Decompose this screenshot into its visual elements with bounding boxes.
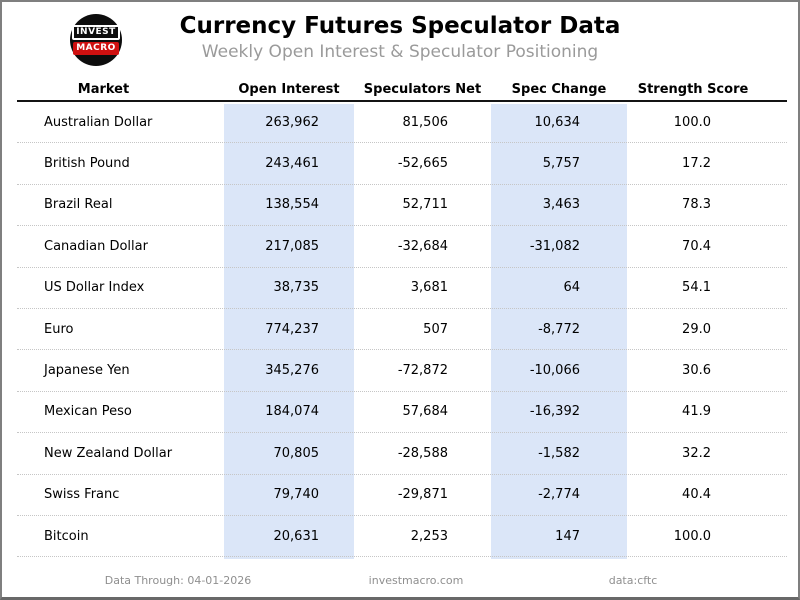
cell-spec-change: 147 — [555, 528, 580, 544]
table-row: Euro 774,237 507 -8,772 29.0 — [17, 309, 787, 351]
footer-website: investmacro.com — [368, 574, 464, 587]
logo-text-invest: INVEST — [72, 25, 120, 40]
column-header-strength-score: Strength Score — [637, 81, 749, 97]
cell-spec-change: -10,066 — [529, 363, 580, 379]
cell-market: Australian Dollar — [44, 114, 153, 130]
logo-text-macro: MACRO — [73, 42, 119, 55]
cell-spec-change: 64 — [563, 280, 580, 296]
cell-open-interest: 38,735 — [273, 280, 320, 296]
cell-strength-score: 100.0 — [673, 114, 711, 130]
footer: Data Through: 04-01-2026 investmacro.com… — [2, 568, 798, 594]
table-row: New Zealand Dollar 70,805 -28,588 -1,582 32.… — [17, 433, 787, 475]
cell-strength-score: 40.4 — [682, 487, 711, 503]
table-row: Australian Dollar 263,962 81,506 10,634 100.… — [17, 102, 787, 144]
cell-open-interest: 263,962 — [265, 114, 319, 130]
cell-market: New Zealand Dollar — [44, 445, 173, 461]
cell-speculators-net: 2,253 — [410, 528, 448, 544]
table-row: British Pound 243,461 -52,665 5,757 17.2 — [17, 143, 787, 185]
cell-market: US Dollar Index — [44, 280, 145, 296]
cell-open-interest: 70,805 — [273, 445, 320, 461]
cell-strength-score: 41.9 — [682, 404, 711, 420]
cell-strength-score: 54.1 — [682, 280, 711, 296]
cell-speculators-net: -29,871 — [397, 487, 448, 503]
cell-speculators-net: 57,684 — [402, 404, 449, 420]
table-header-row: Market Open Interest Speculators Net Spe… — [17, 78, 787, 102]
cell-spec-change: -2,774 — [538, 487, 580, 503]
cell-open-interest: 774,237 — [265, 321, 319, 337]
table-row: Bitcoin 20,631 2,253 147 100.0 — [17, 516, 787, 558]
column-header-market: Market — [77, 81, 130, 97]
data-table: Market Open Interest Speculators Net Spe… — [17, 78, 787, 559]
cell-spec-change: 5,757 — [542, 156, 580, 172]
cell-open-interest: 20,631 — [273, 528, 320, 544]
cell-spec-change: -31,082 — [529, 238, 580, 254]
cell-open-interest: 217,085 — [265, 238, 319, 254]
cell-strength-score: 29.0 — [682, 321, 711, 337]
cell-open-interest: 243,461 — [265, 156, 319, 172]
footer-data-source: data:cftc — [608, 574, 658, 587]
cell-open-interest: 138,554 — [265, 197, 319, 213]
page-subtitle: Weekly Open Interest & Speculator Positi… — [201, 42, 599, 62]
cell-speculators-net: 3,681 — [410, 280, 448, 296]
cell-open-interest: 345,276 — [265, 363, 319, 379]
highlight-column-spec-change — [491, 104, 627, 559]
table-row: Brazil Real 138,554 52,711 3,463 78.3 — [17, 185, 787, 227]
cell-strength-score: 17.2 — [682, 156, 711, 172]
cell-spec-change: -8,772 — [538, 321, 580, 337]
cell-open-interest: 79,740 — [273, 487, 320, 503]
investmacro-logo: INVEST MACRO — [70, 14, 122, 66]
table-row: Swiss Franc 79,740 -29,871 -2,774 40.4 — [17, 475, 787, 516]
page-title: Currency Futures Speculator Data — [179, 13, 621, 39]
cell-speculators-net: 507 — [423, 321, 448, 337]
footer-data-through: Data Through: 04-01-2026 — [104, 574, 252, 587]
cell-market: Japanese Yen — [44, 363, 130, 379]
cell-speculators-net: -28,588 — [397, 445, 448, 461]
table-row: Canadian Dollar 217,085 -32,684 -31,082 70.4 — [17, 226, 787, 268]
cell-strength-score: 70.4 — [682, 238, 711, 254]
cell-market: Euro — [44, 321, 74, 337]
table-body: Australian Dollar 263,962 81,506 10,634 100.… — [17, 102, 787, 558]
table-row: Mexican Peso 184,074 57,684 -16,392 41.9 — [17, 392, 787, 434]
highlight-column-open-interest — [224, 104, 354, 559]
cell-market: British Pound — [44, 156, 130, 172]
cell-strength-score: 78.3 — [682, 197, 711, 213]
cell-speculators-net: 81,506 — [402, 114, 449, 130]
cell-speculators-net: -52,665 — [397, 156, 448, 172]
cell-speculators-net: -32,684 — [397, 238, 448, 254]
cell-market: Swiss Franc — [44, 487, 120, 503]
cell-market: Brazil Real — [44, 197, 113, 213]
cell-spec-change: 3,463 — [542, 197, 580, 213]
cell-market: Bitcoin — [44, 528, 89, 544]
column-header-spec-change: Spec Change — [511, 81, 607, 97]
column-header-speculators-net: Speculators Net — [363, 81, 482, 97]
cell-speculators-net: 52,711 — [402, 197, 449, 213]
table-row: Japanese Yen 345,276 -72,872 -10,066 30.6 — [17, 350, 787, 392]
cell-market: Mexican Peso — [44, 404, 132, 420]
table-row: US Dollar Index 38,735 3,681 64 54.1 — [17, 268, 787, 309]
column-header-open-interest: Open Interest — [238, 81, 340, 97]
cell-spec-change: -16,392 — [529, 404, 580, 420]
cell-open-interest: 184,074 — [265, 404, 319, 420]
cell-market: Canadian Dollar — [44, 238, 148, 254]
cell-strength-score: 30.6 — [682, 363, 711, 379]
cell-strength-score: 100.0 — [673, 528, 711, 544]
cell-spec-change: 10,634 — [534, 114, 581, 130]
cell-strength-score: 32.2 — [682, 445, 711, 461]
cell-spec-change: -1,582 — [538, 445, 580, 461]
cell-speculators-net: -72,872 — [397, 363, 448, 379]
